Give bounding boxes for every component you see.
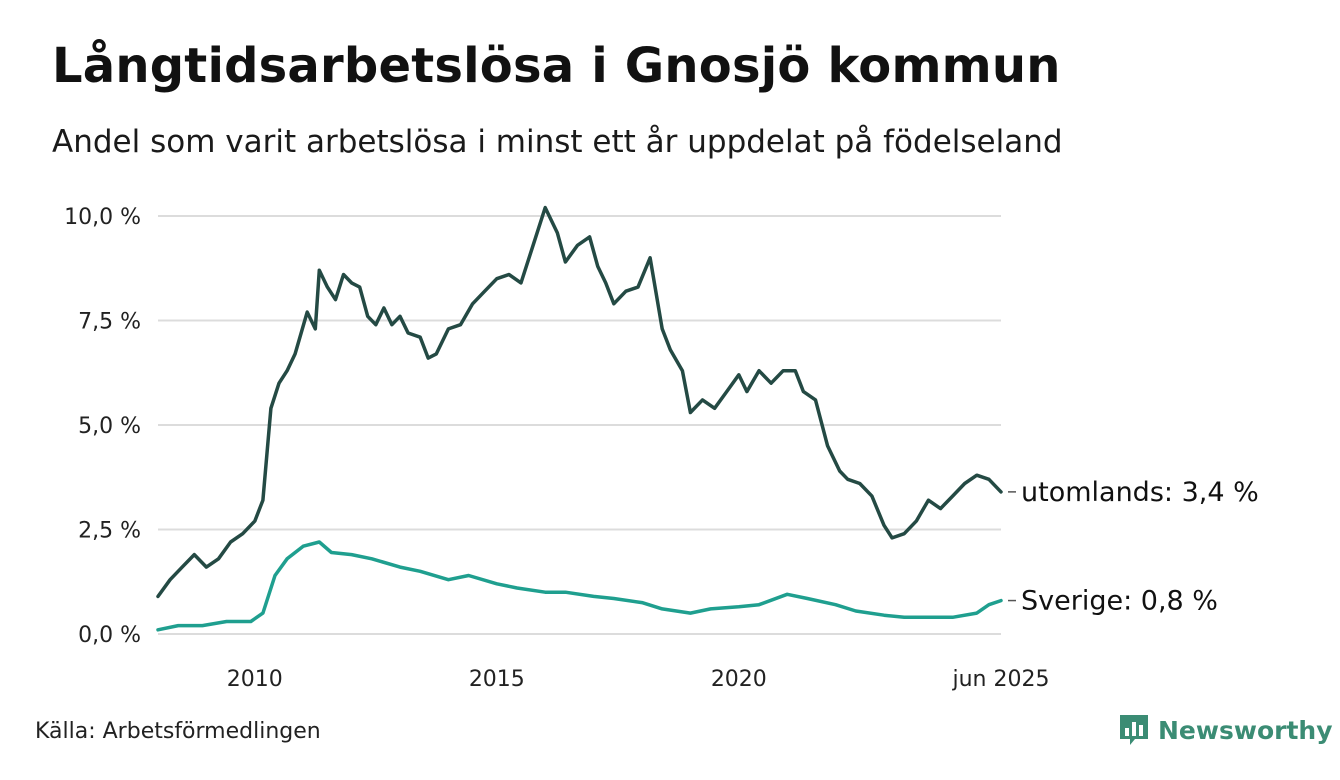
brand-name: Newsworthy <box>1158 715 1333 745</box>
series-lines <box>156 205 1003 632</box>
x-tick-label: 2020 <box>711 667 767 692</box>
series-line-utomlands <box>156 205 1003 599</box>
chart-subtitle: Andel som varit arbetslösa i minst ett å… <box>52 124 1063 160</box>
x-tick-label: 2015 <box>469 667 525 692</box>
newsworthy-logo-icon <box>1120 715 1148 745</box>
end-label-utomlands: utomlands: 3,4 % <box>1021 477 1259 508</box>
x-tick-label: 2010 <box>227 667 283 692</box>
x-axis-ticks: 2010 2015 2020 jun 2025 <box>227 667 1050 692</box>
series-line-sverige <box>156 540 1003 632</box>
y-tick-label: 5,0 % <box>78 414 141 439</box>
end-label-sverige: Sverige: 0,8 % <box>1021 586 1218 617</box>
y-axis-ticks: 0,0 % 2,5 % 5,0 % 7,5 % 10,0 % <box>64 205 141 648</box>
y-tick-label: 2,5 % <box>78 519 141 544</box>
y-tick-label: 10,0 % <box>64 205 141 230</box>
brand-logo: Newsworthy <box>1118 713 1333 747</box>
chart-title: Långtidsarbetslösa i Gnosjö kommun <box>52 38 1061 94</box>
y-tick-label: 7,5 % <box>78 310 141 335</box>
x-tick-label: jun 2025 <box>952 667 1050 692</box>
y-tick-label: 0,0 % <box>78 623 141 648</box>
source-note: Källa: Arbetsförmedlingen <box>35 719 321 744</box>
end-labels: utomlands: 3,4 % Sverige: 0,8 % <box>1008 477 1259 617</box>
gridlines <box>158 215 1001 635</box>
